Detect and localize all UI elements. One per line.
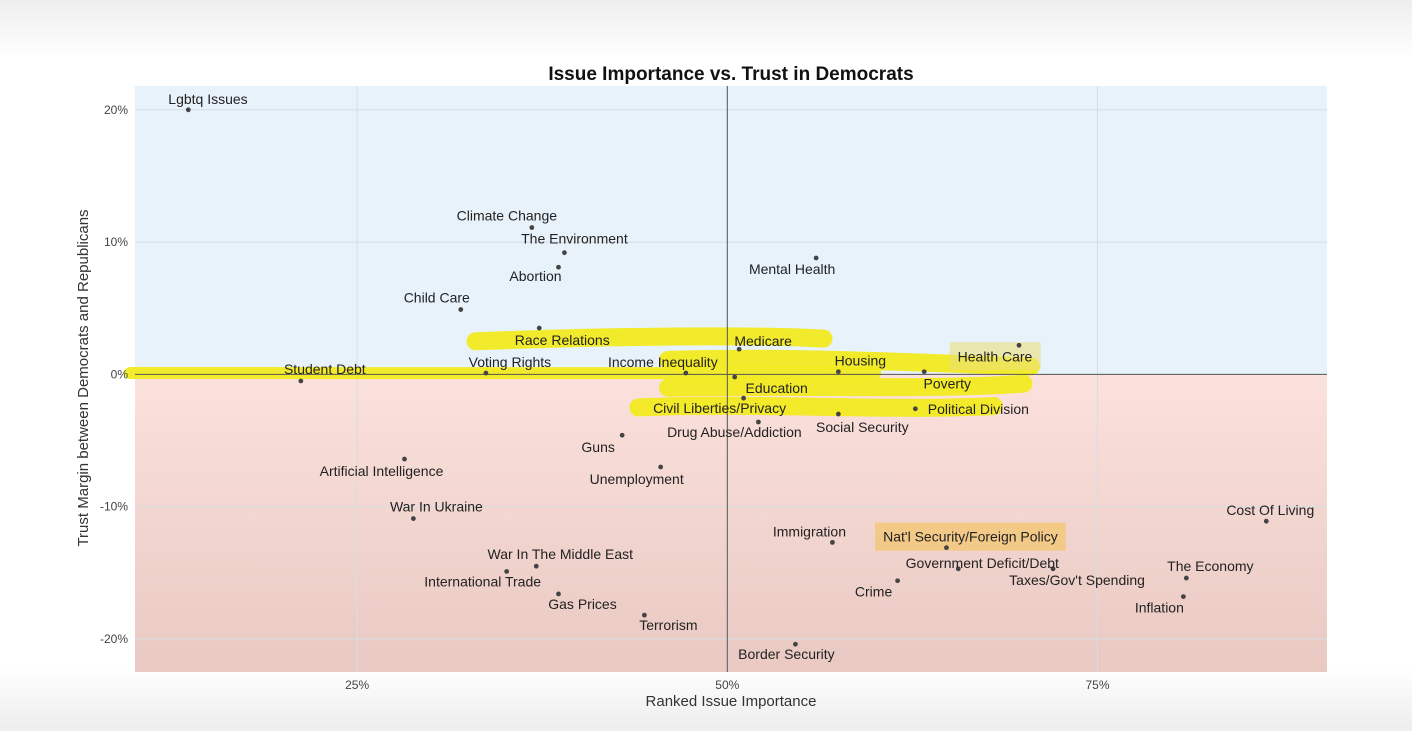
point-crime: [895, 578, 900, 584]
y-tick-label: 0%: [111, 367, 129, 381]
highlighter-stroke: [124, 366, 882, 380]
x-tick-label: 75%: [1085, 678, 1109, 692]
data-labels: Lgbtq Issues Climate Change The Environmen…: [168, 91, 1314, 662]
label-border-security: Border Security: [738, 646, 834, 662]
negative-region: [135, 374, 1327, 672]
point-government-deficit-debt: [955, 566, 961, 572]
point-medicare: [736, 346, 742, 352]
point-the-economy: [1183, 575, 1189, 581]
chart-title: Issue Importance vs. Trust in Democrats: [548, 64, 913, 85]
point-inflation: [1180, 594, 1186, 600]
reference-lines: [135, 86, 1327, 672]
x-tick-label: 50%: [715, 678, 739, 692]
point-health-care: [1016, 342, 1022, 348]
label-the-environment: The Environment: [521, 231, 628, 247]
label-political-division: Political Division: [928, 401, 1029, 417]
label-artificial-intelligence: Artificial Intelligence: [320, 463, 444, 479]
label-cost-of-living: Cost Of Living: [1226, 502, 1314, 518]
label-abortion: Abortion: [509, 268, 561, 284]
point-unemployment: [658, 464, 664, 470]
x-axis-ticks: 25% 50% 75%: [345, 678, 1110, 692]
y-tick-label: -20%: [100, 632, 128, 646]
label-the-economy: The Economy: [1167, 558, 1253, 574]
point-nat-l-security-foreign-policy: [944, 545, 949, 551]
point-child-care: [458, 307, 464, 312]
y-tick-label: 10%: [104, 235, 128, 249]
point-border-security: [793, 641, 798, 647]
label-civil-liberties-privacy: Civil Liberties/Privacy: [653, 400, 786, 416]
point-poverty: [921, 369, 927, 375]
point-education: [732, 374, 738, 380]
x-axis-title: Ranked Issue Importance: [646, 693, 817, 710]
label-voting-rights: Voting Rights: [469, 354, 552, 370]
label-government-deficit-debt: Government Deficit/Debt: [906, 555, 1059, 571]
highlighter-stroke: [629, 396, 1003, 417]
label-nat-l-security-foreign-policy: Nat'l Security/Foreign Policy: [883, 529, 1058, 545]
label-international-trade: International Trade: [424, 573, 541, 589]
label-gas-prices: Gas Prices: [548, 596, 616, 612]
point-abortion: [556, 264, 561, 270]
label-medicare: Medicare: [734, 333, 792, 349]
point-cost-of-living: [1263, 518, 1269, 524]
point-gas-prices: [556, 591, 561, 597]
label-terrorism: Terrorism: [639, 617, 697, 633]
label-social-security: Social Security: [816, 419, 909, 435]
highlighter-stroke: [466, 327, 833, 351]
label-climate-change: Climate Change: [457, 208, 558, 224]
label-mental-health: Mental Health: [749, 261, 835, 277]
point-artificial-intelligence: [402, 456, 407, 462]
label-immigration: Immigration: [773, 523, 846, 539]
label-housing: Housing: [835, 353, 886, 369]
point-voting-rights: [483, 370, 489, 376]
point-social-security: [835, 411, 841, 417]
point-international-trade: [504, 569, 510, 574]
point-war-in-ukraine: [410, 516, 416, 521]
point-housing: [835, 369, 841, 375]
point-climate-change: [529, 225, 535, 230]
label-box: [949, 342, 1041, 371]
point-the-environment: [562, 250, 567, 256]
point-terrorism: [641, 612, 647, 618]
label-health-care: Health Care: [958, 348, 1033, 364]
label-taxes-gov-t-spending: Taxes/Gov't Spending: [1009, 572, 1145, 588]
positive-region: [135, 86, 1327, 375]
y-axis-ticks: 20% 10% 0% -10% -20%: [100, 103, 128, 646]
label-unemployment: Unemployment: [590, 471, 684, 487]
point-civil-liberties-privacy: [741, 395, 746, 401]
label-race-relations: Race Relations: [515, 332, 610, 348]
point-war-in-the-middle-east: [533, 563, 539, 569]
label-box: [875, 522, 1066, 551]
point-lgbtq-issues: [185, 107, 191, 113]
label-child-care: Child Care: [404, 290, 470, 306]
label-inflation: Inflation: [1135, 600, 1184, 616]
label-crime: Crime: [855, 584, 893, 600]
y-axis-title: Trust Margin between Democrats and Repub…: [75, 209, 92, 546]
point-immigration: [830, 539, 835, 545]
point-income-inequality: [683, 370, 689, 376]
point-student-debt: [298, 378, 304, 384]
point-race-relations: [536, 325, 542, 331]
label-drug-abuse-addiction: Drug Abuse/Addiction: [667, 424, 802, 440]
label-lgbtq-issues: Lgbtq Issues: [168, 91, 247, 107]
point-taxes-gov-t-spending: [1050, 566, 1056, 572]
point-drug-abuse-addiction: [755, 419, 761, 425]
label-guns: Guns: [581, 439, 614, 455]
marker-highlights: [124, 327, 1066, 551]
data-points: [185, 107, 1269, 647]
label-income-inequality: Income Inequality: [608, 354, 718, 370]
highlighter-stroke: [659, 374, 1033, 397]
point-mental-health: [813, 255, 819, 261]
label-education: Education: [746, 380, 808, 396]
x-tick-label: 25%: [345, 678, 369, 692]
y-tick-label: -10%: [100, 500, 128, 514]
point-guns: [619, 432, 625, 438]
label-student-debt: Student Debt: [284, 361, 366, 377]
label-war-in-ukraine: War In Ukraine: [390, 499, 483, 515]
label-war-in-the-middle-east: War In The Middle East: [488, 546, 634, 562]
y-tick-label: 20%: [104, 103, 128, 117]
label-poverty: Poverty: [924, 376, 971, 392]
point-political-division: [912, 406, 918, 412]
